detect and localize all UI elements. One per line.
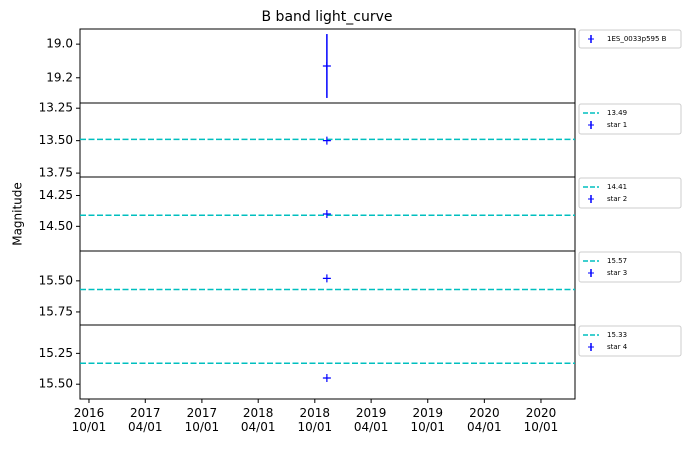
chart-title: B band light_curve <box>262 9 393 25</box>
y-tick-label: 13.50 <box>39 133 73 147</box>
data-point <box>322 62 331 70</box>
legend-label: 15.57 <box>607 257 627 265</box>
data-point <box>322 374 331 383</box>
x-tick-label: 2020 10/01 <box>523 406 559 434</box>
x-tick-label: 2019 04/01 <box>353 406 389 434</box>
y-tick-label: 15.50 <box>39 273 73 287</box>
y-tick-label: 19.0 <box>46 37 73 51</box>
legend-label: star 4 <box>607 343 628 351</box>
y-tick-label: 13.75 <box>39 166 73 180</box>
y-tick-label: 13.25 <box>39 101 73 115</box>
y-tick-label: 14.50 <box>39 219 73 233</box>
x-tick-label: 2016 10/01 <box>71 406 107 434</box>
y-tick-label: 19.2 <box>46 70 73 84</box>
legend-label: 15.33 <box>607 331 627 339</box>
legend-label: 14.41 <box>607 183 627 191</box>
legend-box <box>578 325 682 357</box>
legend-label: star 3 <box>607 269 627 277</box>
legend-box <box>578 29 682 49</box>
legend-label: 1ES_0033p595 B <box>607 35 667 43</box>
data-point <box>322 210 331 218</box>
legend-box <box>578 103 682 135</box>
legend-label: star 1 <box>607 121 627 129</box>
x-tick-label: 2018 10/01 <box>297 406 333 434</box>
y-tick-label: 15.50 <box>39 377 73 391</box>
data-point <box>322 136 331 145</box>
legend-label: 13.49 <box>607 109 627 117</box>
y-axis-label: Magnitude <box>11 182 25 246</box>
x-tick-label: 2019 10/01 <box>410 406 446 434</box>
y-tick-label: 15.25 <box>39 346 73 360</box>
x-tick-label: 2017 10/01 <box>184 406 220 434</box>
y-tick-label: 15.75 <box>39 304 73 318</box>
x-tick-label: 2018 04/01 <box>240 406 276 434</box>
legend-box <box>578 177 682 209</box>
panel-frame <box>79 324 576 400</box>
x-tick-label: 2017 04/01 <box>127 406 163 434</box>
legend-box <box>578 251 682 283</box>
y-tick-label: 14.25 <box>39 188 73 202</box>
x-tick-label: 2020 04/01 <box>467 406 502 434</box>
panel-frame <box>79 250 576 326</box>
data-point <box>322 274 331 283</box>
legend-label: star 2 <box>607 195 627 203</box>
